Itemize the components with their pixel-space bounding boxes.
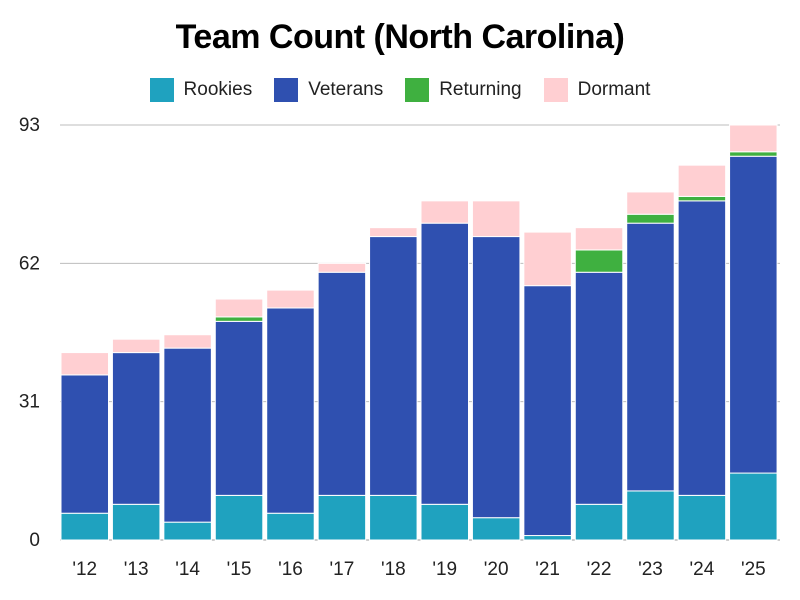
bar-segment-dormant — [523, 231, 572, 287]
x-tick-label: '24 — [690, 559, 715, 580]
bar-segment-returning — [626, 213, 675, 224]
legend-item: Dormant — [543, 78, 651, 102]
bar-segment-rookies — [369, 494, 418, 541]
bar-segment-veterans — [420, 222, 469, 505]
legend-swatch — [274, 78, 299, 102]
legend-swatch — [543, 78, 568, 102]
legend-label: Returning — [439, 79, 522, 100]
x-tick-label: '20 — [484, 559, 509, 580]
bar-segment-rookies — [111, 503, 161, 541]
bar-segment-rookies — [574, 503, 624, 541]
x-tick-label: '15 — [227, 559, 252, 580]
x-tick-label: '16 — [278, 559, 303, 580]
bar-segment-returning — [677, 195, 727, 202]
bar-segment-veterans — [574, 271, 624, 505]
bar-segment-rookies — [677, 494, 727, 541]
bar-segment-veterans — [369, 236, 418, 496]
bar-segment-dormant — [111, 338, 161, 354]
legend-label: Dormant — [577, 79, 651, 100]
y-tick-label: 0 — [29, 530, 40, 551]
bar-segment-dormant — [60, 352, 109, 376]
bar-segment-dormant — [420, 200, 469, 224]
legend-label: Rookies — [183, 79, 253, 100]
bar-segment-veterans — [471, 236, 521, 519]
chart-title: Team Count (North Carolina) — [175, 18, 625, 56]
bar-segment-veterans — [111, 352, 161, 505]
x-tick-label: '17 — [330, 559, 355, 580]
bar-segment-veterans — [266, 307, 315, 514]
bar-segment-veterans — [626, 222, 675, 492]
bar-segment-rookies — [163, 521, 212, 541]
x-tick-label: '13 — [124, 559, 149, 580]
legend-item: Rookies — [149, 78, 253, 102]
bar-segment-dormant — [163, 334, 212, 349]
bar-segment-rookies — [214, 494, 264, 541]
x-tick-label: '25 — [741, 559, 766, 580]
bar-segment-veterans — [317, 271, 367, 496]
legend-swatch — [405, 78, 430, 102]
x-tick-label: '23 — [638, 559, 663, 580]
bar-segment-dormant — [574, 227, 624, 251]
bar-segment-rookies — [729, 472, 778, 541]
legend: Rookies Veterans Returning Dormant — [0, 78, 800, 102]
legend-label: Veterans — [308, 79, 384, 100]
bar-segment-rookies — [420, 503, 469, 541]
bar-segment-dormant — [214, 298, 264, 318]
bar-segment-dormant — [266, 289, 315, 309]
bar-segment-veterans — [60, 374, 109, 514]
bar-segment-veterans — [523, 285, 572, 537]
x-tick-label: '21 — [535, 559, 560, 580]
bar-segment-dormant — [471, 200, 521, 238]
legend-swatch — [149, 78, 174, 102]
x-tick-label: '19 — [432, 559, 457, 580]
bar-segment-rookies — [626, 490, 675, 541]
bar-segment-rookies — [523, 535, 572, 541]
legend-item: Veterans — [274, 78, 383, 102]
bar-segment-dormant — [626, 191, 675, 215]
bar-segment-veterans — [729, 155, 778, 474]
bar-segment-dormant — [369, 227, 418, 238]
bar-segment-veterans — [677, 200, 727, 496]
bar-segment-returning — [214, 316, 264, 322]
bar-segment-rookies — [471, 517, 521, 541]
y-tick-label: 31 — [19, 392, 40, 413]
bar-segment-rookies — [60, 512, 109, 541]
bar-segment-dormant — [677, 164, 727, 197]
bar-segment-rookies — [266, 512, 315, 541]
bar-segment-veterans — [163, 347, 212, 523]
y-tick-label: 93 — [19, 115, 40, 136]
x-tick-label: '12 — [72, 559, 97, 580]
x-tick-label: '14 — [175, 559, 200, 580]
bar-segment-returning — [574, 249, 624, 273]
x-tick-label: '22 — [587, 559, 612, 580]
legend-item: Returning — [405, 78, 522, 102]
y-tick-label: 62 — [19, 253, 40, 274]
bar-segment-veterans — [214, 320, 264, 496]
bar-segment-dormant — [317, 262, 367, 273]
x-tick-label: '18 — [381, 559, 406, 580]
bar-segment-returning — [729, 151, 778, 157]
bar-segment-rookies — [317, 494, 367, 541]
bar-segment-dormant — [729, 124, 778, 153]
